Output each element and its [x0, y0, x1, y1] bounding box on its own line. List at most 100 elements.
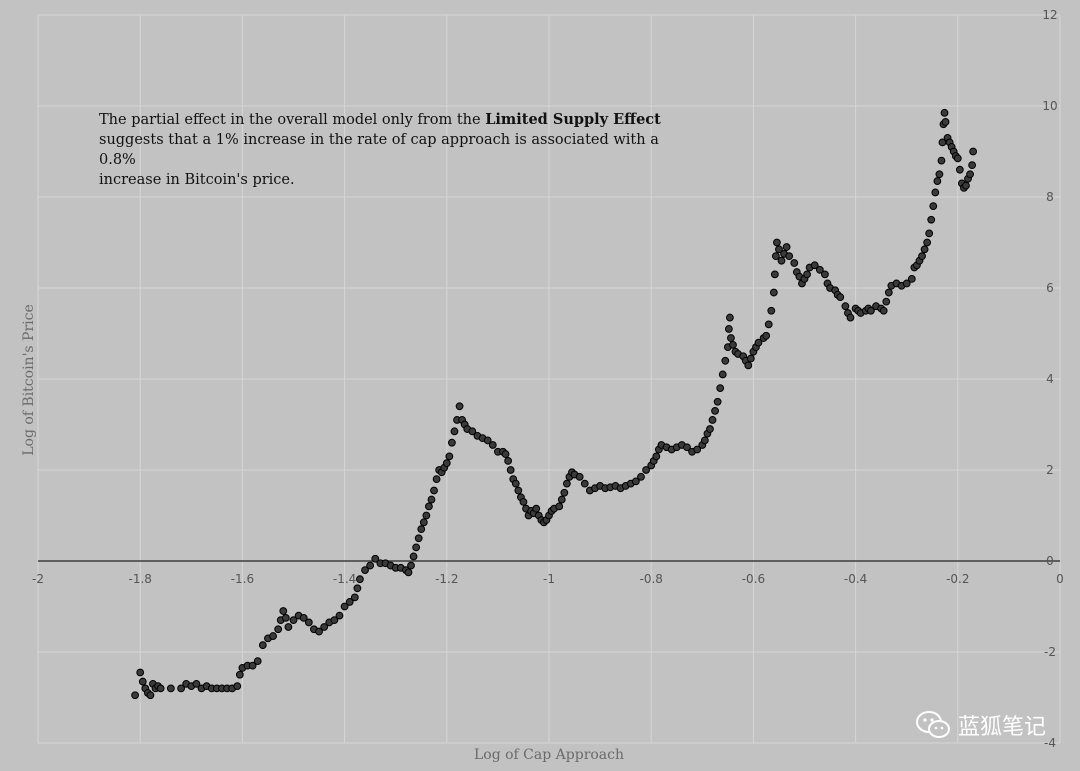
data-point [754, 338, 763, 347]
wechat-icon [915, 711, 950, 738]
data-point [299, 613, 308, 622]
data-point [969, 147, 978, 156]
data-point [560, 488, 569, 497]
data-point [136, 668, 145, 677]
data-point [501, 450, 510, 458]
data-point [836, 293, 845, 302]
data-point [770, 270, 779, 279]
data-point [427, 495, 436, 504]
data-point [233, 682, 242, 691]
data-point [353, 584, 362, 593]
data-point [504, 457, 513, 465]
data-point [330, 616, 339, 625]
data-point [235, 670, 244, 679]
y-tick-label: -4 [1044, 736, 1056, 750]
x-tick-label: 0 [1056, 572, 1064, 586]
x-tick-label: -1.6 [231, 572, 254, 586]
data-point [407, 561, 415, 570]
data-point [937, 156, 946, 165]
data-point [315, 627, 323, 636]
data-point [430, 486, 438, 495]
data-point [366, 561, 375, 570]
annotation-line-2: suggests that a 1% increase in the rate … [99, 132, 659, 168]
data-point [514, 486, 523, 495]
data-point [773, 238, 781, 247]
data-point [425, 502, 433, 511]
data-point [929, 202, 938, 211]
y-tick-label: -2 [1044, 645, 1056, 659]
data-point [511, 479, 520, 488]
data-point [968, 161, 977, 170]
data-point [284, 623, 293, 631]
data-point [166, 684, 175, 693]
data-point [248, 661, 257, 670]
data-point [642, 466, 650, 474]
data-point [815, 265, 824, 274]
data-points [131, 108, 978, 700]
data-point [409, 552, 418, 561]
data-point [846, 313, 855, 322]
data-point [782, 243, 791, 251]
data-point [821, 270, 829, 279]
data-point [281, 613, 290, 622]
data-point [289, 616, 298, 625]
data-point [320, 623, 329, 631]
data-point [700, 436, 709, 445]
data-point [708, 416, 717, 424]
data-point [925, 229, 934, 238]
data-point [555, 502, 564, 511]
data-point [931, 188, 940, 197]
data-point [422, 511, 431, 520]
data-point [693, 445, 702, 454]
watermark-text: 蓝狐笔记 [957, 715, 1046, 740]
data-point [966, 170, 974, 179]
data-point [790, 259, 799, 267]
data-point [532, 504, 541, 513]
y-tick-label: 12 [1042, 8, 1057, 22]
data-point [927, 215, 936, 224]
data-point [442, 459, 451, 468]
x-tick-label: -2 [32, 572, 44, 586]
data-point [361, 566, 369, 574]
data-point [923, 238, 932, 247]
x-tick-label: -1.8 [128, 572, 151, 586]
data-point [962, 181, 970, 190]
data-point [269, 632, 277, 640]
data-point [258, 641, 267, 650]
data-point [335, 611, 344, 620]
y-tick-label: 6 [1046, 281, 1054, 295]
data-point [519, 497, 528, 506]
data-point [746, 354, 755, 363]
y-tick-label: 8 [1046, 190, 1054, 204]
data-point [935, 170, 944, 179]
data-point [713, 397, 722, 406]
annotation-bold-term: Limited Supply Effect [485, 111, 661, 128]
data-point [882, 297, 891, 306]
annotation-text: The partial effect in the overall model … [99, 110, 699, 190]
data-point [902, 279, 911, 288]
data-point [771, 252, 780, 261]
data-point [131, 691, 139, 700]
data-point [562, 479, 571, 488]
data-point [920, 245, 929, 254]
data-point [414, 534, 423, 543]
data-point [404, 568, 413, 577]
data-point [356, 575, 364, 584]
data-point [371, 554, 380, 563]
data-point [468, 427, 477, 436]
data-point [884, 288, 893, 297]
data-point [445, 452, 454, 461]
data-point [683, 443, 691, 452]
data-point [940, 108, 949, 117]
data-point [716, 384, 725, 393]
data-point [417, 525, 426, 534]
data-point [879, 306, 888, 315]
data-point [725, 313, 734, 322]
data-point [637, 472, 645, 481]
data-point [933, 177, 942, 185]
data-point [279, 607, 288, 615]
data-point [785, 252, 794, 261]
x-tick-label: -1 [543, 572, 555, 586]
x-tick-label: -0.8 [639, 572, 662, 586]
